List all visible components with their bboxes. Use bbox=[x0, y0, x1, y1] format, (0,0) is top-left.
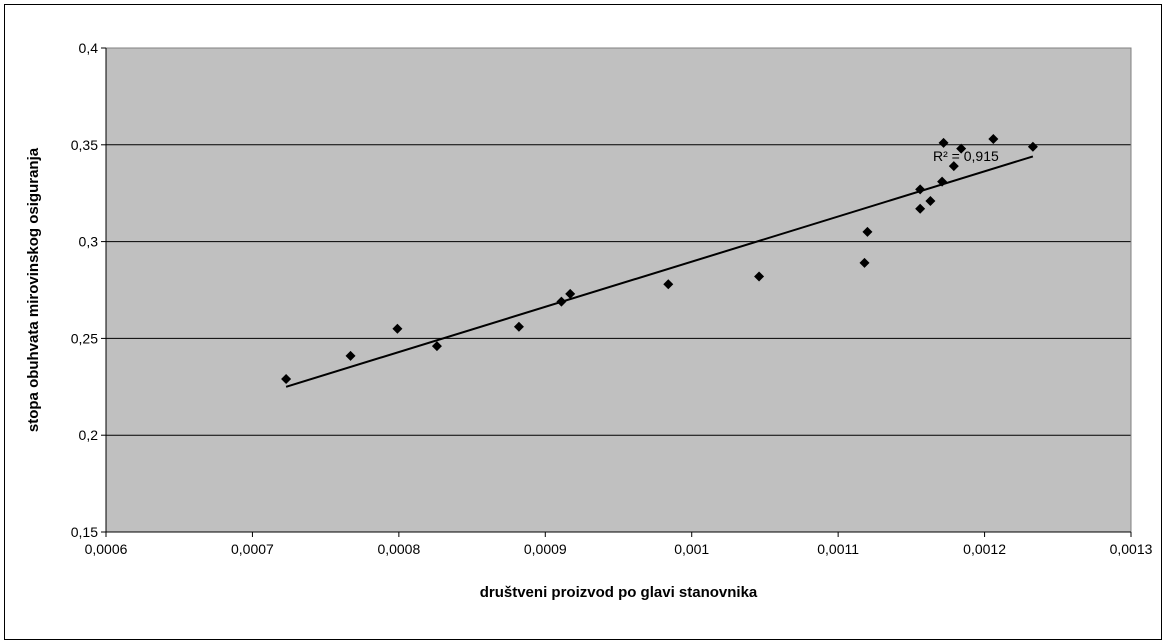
y-tick-label: 0,35 bbox=[71, 137, 98, 153]
x-tick-label: 0,001 bbox=[674, 541, 709, 557]
data-point bbox=[345, 350, 356, 361]
x-tick-label: 0,0013 bbox=[1110, 541, 1153, 557]
y-tick-label: 0,3 bbox=[79, 234, 99, 250]
data-point bbox=[392, 323, 403, 334]
data-point bbox=[1027, 141, 1038, 152]
x-tick-label: 0,0006 bbox=[85, 541, 128, 557]
data-point bbox=[956, 143, 967, 154]
data-point bbox=[513, 321, 524, 332]
x-tick-label: 0,0009 bbox=[524, 541, 567, 557]
data-point bbox=[937, 176, 948, 187]
data-point bbox=[915, 203, 926, 214]
x-tick-labels: 0,0006 0,0007 0,0008 0,0009 0,001 0,0011 0,001… bbox=[85, 541, 1153, 557]
data-point bbox=[915, 184, 926, 195]
x-tick-label: 0,0011 bbox=[817, 541, 859, 557]
data-point bbox=[565, 288, 576, 299]
y-tick-label: 0,15 bbox=[71, 524, 98, 540]
plot-area bbox=[106, 48, 1131, 532]
data-point bbox=[754, 271, 765, 282]
data-point bbox=[988, 133, 999, 144]
data-points bbox=[281, 133, 1038, 385]
y-tick-label: 0,25 bbox=[71, 330, 98, 346]
data-point bbox=[859, 257, 870, 268]
x-tick-label: 0,0012 bbox=[963, 541, 1006, 557]
x-tick-label: 0,0007 bbox=[231, 541, 274, 557]
data-point bbox=[431, 341, 442, 352]
data-point bbox=[925, 195, 936, 206]
data-point bbox=[938, 137, 949, 148]
r-squared-annotation: R² = 0,915 bbox=[933, 148, 999, 164]
y-tick-label: 0,4 bbox=[79, 40, 99, 56]
y-tick-labels: 0,15 0,2 0,25 0,3 0,35 0,4 bbox=[71, 40, 98, 540]
axes bbox=[101, 47, 1132, 537]
x-axis-title: društveni proizvod po glavi stanovnika bbox=[480, 584, 758, 601]
data-point bbox=[556, 296, 567, 307]
data-point bbox=[948, 161, 959, 172]
trendline bbox=[285, 155, 1034, 388]
data-point bbox=[281, 374, 292, 385]
y-axis-title: stopa obuhvata mirovinskog osiguranja bbox=[25, 147, 42, 432]
data-point bbox=[862, 226, 873, 237]
data-point bbox=[663, 279, 674, 290]
y-tick-label: 0,2 bbox=[79, 427, 99, 443]
x-tick-label: 0,0008 bbox=[377, 541, 420, 557]
